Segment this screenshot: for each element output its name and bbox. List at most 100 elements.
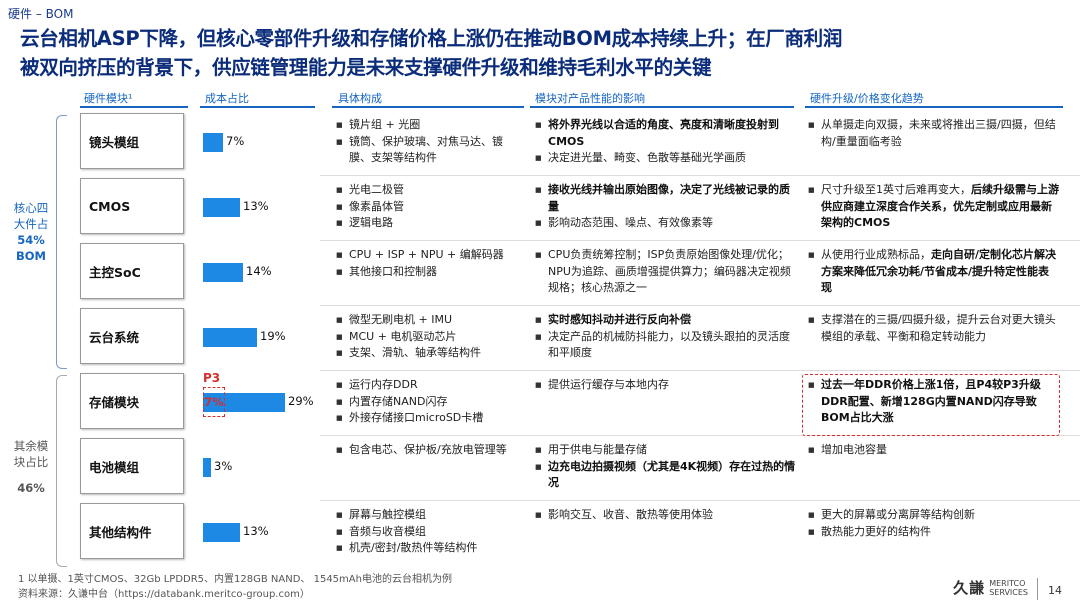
trend-item: 散热能力更好的结构件 — [808, 524, 1060, 541]
logo-en-2: SERVICES — [989, 587, 1028, 597]
storage-trend-highlight — [802, 374, 1060, 436]
cost-bar — [203, 263, 243, 282]
composition-item: 内置存储NAND闪存 — [336, 394, 524, 411]
module-name: 存储模块 — [80, 373, 184, 429]
trend-bold: 走向自研/定制化芯片解决方案来降低冗余功耗/节省成本/提升特定性能表现 — [821, 248, 1057, 294]
footnote-1: 1 以单摄、1英寸CMOS、32Gb LPDDR5、内置128GB NAND、 … — [18, 574, 452, 585]
impact-item: CPU负责统筹控制；ISP负责原始图像处理/优化；NPU为追踪、画质增强提供算力… — [535, 247, 797, 297]
p3-tag: P3 — [203, 371, 221, 385]
cost-bar — [203, 328, 257, 347]
impact-text: CPU负责统筹控制；ISP负责原始图像处理/优化；NPU为追踪、画质增强提供算力… — [548, 248, 791, 294]
trend-cell: 更大的屏幕或分离屏等结构创新散热能力更好的结构件 — [808, 507, 1060, 540]
composition-item: 像素晶体管 — [336, 199, 524, 216]
other-group-label: 其余模块占比 46% — [12, 438, 50, 496]
cost-label: 19% — [260, 329, 286, 343]
composition-item: CPU + ISP + NPU + 编解码器 — [336, 247, 524, 264]
composition-cell: 光电二极管像素晶体管逻辑电路 — [336, 182, 524, 232]
composition-item: 支架、滑轨、轴承等结构件 — [336, 345, 524, 362]
trend-pre: 从使用行业成熟标品， — [821, 248, 931, 261]
row-separator — [320, 370, 1080, 371]
impact-text: 决定产品的机械防抖能力，以及镜头跟拍的灵活度和平顺度 — [548, 329, 790, 360]
impact-bold: 实时感知抖动并进行反向补偿 — [548, 313, 691, 326]
trend-item: 过去一年DDR价格上涨1倍，且P4较P3升级DDR配置、新增128G内置NAND… — [808, 377, 1060, 427]
other-group-pct: 46% — [17, 481, 45, 495]
composition-cell: 屏幕与触控模组音频与收音模组机壳/密封/散热件等结构件 — [336, 507, 524, 557]
trend-pre: 支撑潜在的三摄/四摄升级，提升云台对更大镜头模组的承载、平衡和稳定转动能力 — [821, 313, 1056, 343]
table-row: CMOS13%光电二极管像素晶体管逻辑电路接收光线并输出原始图像，决定了光线被记… — [80, 178, 1080, 238]
page-divider — [1037, 578, 1038, 600]
impact-item: 接收光线并输出原始图像，决定了光线被记录的质量 — [535, 182, 797, 215]
impact-item: 提供运行缓存与本地内存 — [535, 377, 797, 394]
table-row: 电池模组3%包含电芯、保护板/充放电管理等用于供电与能量存储边充电边拍摄视频（尤… — [80, 438, 1080, 498]
trend-cell: 增加电池容量 — [808, 442, 1060, 459]
cost-label: 13% — [243, 199, 269, 213]
trend-cell: 从使用行业成熟标品，走向自研/定制化芯片解决方案来降低冗余功耗/节省成本/提升特… — [808, 247, 1060, 297]
composition-item: 机壳/密封/散热件等结构件 — [336, 540, 524, 557]
trend-cell: 尺寸升级至1英寸后难再变大，后续升级需与上游供应商建立深度合作关系，优先定制或应… — [808, 182, 1060, 232]
logo-en-1: MERITCO — [989, 578, 1026, 588]
trend-item: 增加电池容量 — [808, 442, 1060, 459]
col-line-impact — [530, 106, 794, 108]
composition-cell: 镜片组 + 光圈镜筒、保护玻璃、对焦马达、镀膜、支架等结构件 — [336, 117, 524, 167]
source-note: 资料来源：久谦中台（https://databank.meritco-group… — [18, 589, 310, 600]
core-group-label: 核心四大件占 54% BOM — [12, 200, 50, 264]
p3-cost-box: 7% — [203, 387, 225, 417]
section-tag: 硬件 – BOM — [8, 7, 74, 21]
impact-item: 实时感知抖动并进行反向补偿 — [535, 312, 797, 329]
cost-label: 7% — [226, 134, 245, 148]
row-separator — [320, 435, 1080, 436]
trend-pre: 尺寸升级至1英寸后难再变大， — [821, 183, 971, 196]
composition-item: 其他接口和控制器 — [336, 264, 524, 281]
composition-item: 镜片组 + 光圈 — [336, 117, 524, 134]
impact-text: 影响动态范围、噪点、有效像素等 — [548, 216, 713, 229]
impact-bold: 接收光线并输出原始图像，决定了光线被记录的质量 — [548, 183, 790, 213]
core-group-unit: BOM — [16, 249, 46, 263]
composition-item: 外接存储接口microSD卡槽 — [336, 410, 524, 427]
module-name: 云台系统 — [80, 308, 184, 364]
trend-bold: 后续升级需与上游供应商建立深度合作关系，优先定制或应用最新架构的CMOS — [821, 183, 1059, 229]
trend-cell: 从单摄走向双摄，未来或将推出三摄/四摄，但结构/重量面临考验 — [808, 117, 1060, 150]
core-group-text: 核心四大件占 — [13, 201, 49, 231]
cost-bar — [203, 133, 223, 152]
trend-pre: 散热能力更好的结构件 — [821, 524, 931, 538]
composition-item: 逻辑电路 — [336, 215, 524, 232]
trend-cell: 过去一年DDR价格上涨1倍，且P4较P3升级DDR配置、新增128G内置NAND… — [808, 377, 1060, 427]
impact-cell: 将外界光线以合适的角度、亮度和清晰度投射到CMOS 决定进光量、畸变、色散等基础光… — [535, 117, 797, 167]
impact-item: 决定产品的机械防抖能力，以及镜头跟拍的灵活度和平顺度 — [535, 329, 797, 362]
table-row: 其他结构件 13% 屏幕与触控模组音频与收音模组机壳/密封/散热件等结构件 影响交互、… — [80, 503, 1080, 563]
col-line-trend — [805, 106, 1063, 108]
col-head-cost: 成本占比 — [205, 92, 249, 105]
composition-item: 包含电芯、保护板/充放电管理等 — [336, 442, 524, 459]
impact-item: 影响交互、收音、散热等使用体验 — [535, 507, 797, 524]
module-name: 电池模组 — [80, 438, 184, 494]
cost-bar — [203, 458, 211, 477]
impact-cell: 提供运行缓存与本地内存 — [535, 377, 797, 394]
page-title: 云台相机ASP下降，但核心零部件升级和存储价格上涨仍在推动BOM成本持续上升；在… — [20, 24, 1070, 82]
row-separator — [320, 240, 1080, 241]
table-row: 镜头模组 7% 镜片组 + 光圈镜筒、保护玻璃、对焦马达、镀膜、支架等结构件将外界光… — [80, 113, 1080, 173]
trend-item: 从单摄走向双摄，未来或将推出三摄/四摄，但结构/重量面临考验 — [808, 117, 1060, 150]
impact-text: 影响交互、收音、散热等使用体验 — [548, 508, 713, 521]
impact-bold: 将外界光线以合适的角度、亮度和清晰度投射到CMOS — [548, 118, 779, 148]
module-name: 主控SoC — [80, 243, 184, 299]
col-line-module — [80, 106, 188, 108]
other-group-bracket — [56, 375, 67, 567]
impact-item: 决定进光量、畸变、色散等基础光学画质 — [535, 150, 797, 167]
trend-pre: 增加电池容量 — [821, 443, 887, 456]
impact-cell: 实时感知抖动并进行反向补偿决定产品的机械防抖能力，以及镜头跟拍的灵活度和平顺度 — [535, 312, 797, 362]
cost-bar — [203, 198, 240, 217]
impact-item: 将外界光线以合适的角度、亮度和清晰度投射到CMOS — [535, 117, 797, 150]
trend-pre: 从单摄走向双摄，未来或将推出三摄/四摄，但结构/重量面临考验 — [821, 118, 1056, 148]
col-head-impact: 模块对产品性能的影响 — [535, 92, 645, 105]
composition-item: 镜筒、保护玻璃、对焦马达、镀膜、支架等结构件 — [336, 134, 524, 167]
composition-cell: CPU + ISP + NPU + 编解码器其他接口和控制器 — [336, 247, 524, 280]
core-group-pct: 54% — [17, 233, 45, 247]
trend-item: 尺寸升级至1英寸后难再变大，后续升级需与上游供应商建立深度合作关系，优先定制或应… — [808, 182, 1060, 232]
impact-item: 影响动态范围、噪点、有效像素等 — [535, 215, 797, 232]
composition-item: 微型无刷电机 + IMU — [336, 312, 524, 329]
col-head-trend: 硬件升级/价格变化趋势 — [810, 92, 924, 105]
trend-item: 更大的屏幕或分离屏等结构创新 — [808, 507, 1060, 524]
composition-item: 屏幕与触控模组 — [336, 507, 524, 524]
composition-cell: 包含电芯、保护板/充放电管理等 — [336, 442, 524, 459]
